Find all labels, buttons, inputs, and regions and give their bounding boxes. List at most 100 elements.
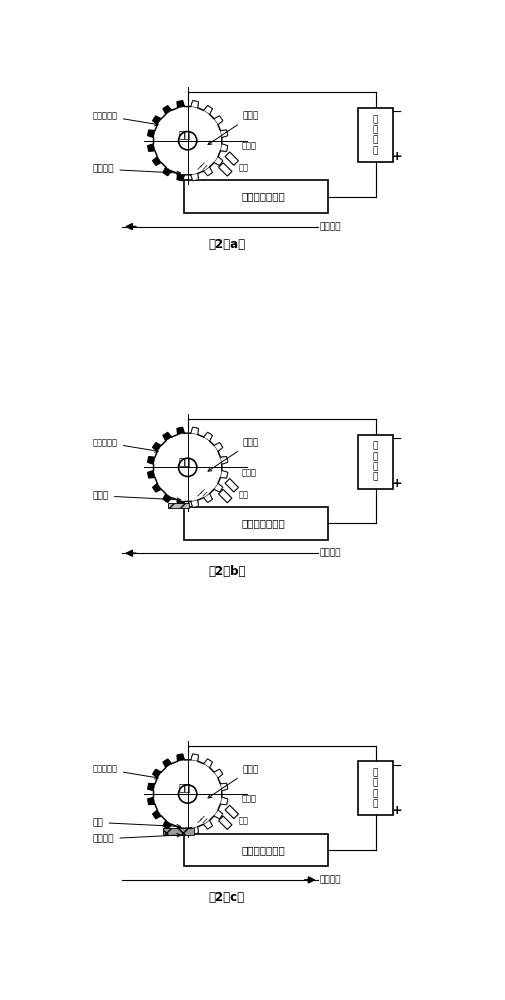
Polygon shape [220,457,227,464]
Polygon shape [220,797,227,805]
Polygon shape [153,484,161,492]
Polygon shape [153,443,161,451]
Text: 蚀除产物: 蚀除产物 [93,833,180,843]
Bar [163,828,194,835]
Polygon shape [147,471,155,478]
Polygon shape [204,494,212,502]
Text: 氧气: 氧气 [238,817,248,826]
Polygon shape [220,783,227,791]
Polygon shape [214,443,222,451]
Polygon shape [220,471,227,478]
Text: +: + [391,150,402,163]
Text: 难加工金属材料: 难加工金属材料 [241,845,285,855]
Text: 工作液: 工作液 [241,141,256,150]
Text: 轮盘: 轮盘 [178,456,190,466]
Polygon shape [147,130,155,137]
Polygon shape [220,144,227,151]
Polygon shape [220,130,227,137]
Bar [184,180,327,213]
Text: 进给方向: 进给方向 [319,222,341,231]
Text: 轮盘: 轮盘 [178,129,190,139]
Polygon shape [214,116,222,124]
Bar [218,489,231,503]
Polygon shape [153,157,161,165]
Polygon shape [163,106,171,114]
Polygon shape [177,101,184,108]
Polygon shape [214,157,222,165]
Polygon shape [153,116,161,124]
Bar [184,507,327,540]
Text: 放电通道: 放电通道 [93,165,180,175]
Polygon shape [204,432,212,441]
Text: 脉
冲
电
源: 脉 冲 电 源 [372,442,377,482]
Polygon shape [177,500,184,507]
Polygon shape [204,167,212,176]
Text: 图2（b）: 图2（b） [208,565,245,578]
Bar [357,108,393,162]
Bar [225,479,238,492]
Text: +: + [391,804,402,817]
Polygon shape [177,827,184,834]
Bar [357,435,393,489]
Polygon shape [177,427,184,435]
Polygon shape [191,427,198,435]
Text: 绝缘切削齿: 绝缘切削齿 [93,765,158,779]
Polygon shape [204,759,212,767]
Bar [184,834,327,866]
Polygon shape [191,827,198,834]
Polygon shape [204,106,212,114]
Bar [218,163,231,176]
Polygon shape [214,484,222,492]
Polygon shape [214,810,222,819]
Polygon shape [163,821,171,829]
Polygon shape [147,783,155,791]
Text: 导电齿: 导电齿 [208,112,258,145]
Text: 软化区: 软化区 [93,491,180,501]
Polygon shape [147,101,227,181]
Text: 进给方向: 进给方向 [319,875,341,884]
Bar [225,152,238,165]
Polygon shape [191,500,198,507]
Text: 难加工金属材料: 难加工金属材料 [241,192,285,202]
Text: 轮盘: 轮盘 [178,782,190,792]
Text: 绝缘切削齿: 绝缘切削齿 [93,111,158,126]
Text: 工作液: 工作液 [241,795,256,804]
Text: 进给方向: 进给方向 [319,549,341,558]
Text: +: + [391,477,402,490]
Text: 导电齿: 导电齿 [208,438,258,471]
Polygon shape [191,754,198,761]
Text: −: − [391,106,402,119]
Text: −: − [391,760,402,773]
Text: 脉
冲
电
源: 脉 冲 电 源 [372,768,377,808]
Polygon shape [163,494,171,502]
Bar [168,503,189,508]
Polygon shape [163,432,171,441]
Polygon shape [147,457,155,464]
Polygon shape [204,821,212,829]
Polygon shape [177,754,184,761]
Polygon shape [177,173,184,181]
Text: 导电齿: 导电齿 [208,765,258,798]
Text: 图2（c）: 图2（c） [209,891,244,904]
Text: 工作液: 工作液 [241,468,256,477]
Polygon shape [147,754,227,834]
Polygon shape [214,769,222,778]
Circle shape [178,132,196,150]
Polygon shape [163,759,171,767]
Bar [357,761,393,815]
Text: 绝缘切削齿: 绝缘切削齿 [93,438,158,452]
Text: 氧气: 氧气 [238,490,248,499]
Circle shape [178,458,196,476]
Text: 图2（a）: 图2（a） [208,238,245,251]
Text: −: − [391,433,402,446]
Polygon shape [147,797,155,805]
Bar [225,805,238,819]
Text: 难加工金属材料: 难加工金属材料 [241,518,285,528]
Text: 切屑: 切屑 [93,818,180,828]
Polygon shape [153,810,161,819]
Polygon shape [153,769,161,778]
Text: 脉
冲
电
源: 脉 冲 电 源 [372,115,377,155]
Text: 氧气: 氧气 [238,163,248,172]
Circle shape [178,785,196,803]
Polygon shape [191,173,198,181]
